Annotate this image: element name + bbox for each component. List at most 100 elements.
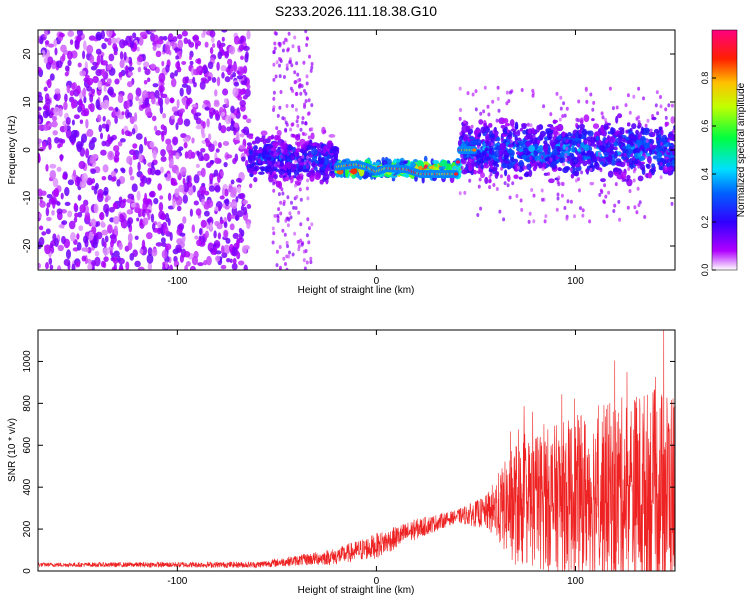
spectrogram-noise-point — [178, 184, 185, 193]
spectrogram-signal-point — [506, 174, 511, 183]
spectrogram-noise-point — [97, 188, 104, 199]
spectrogram-noise-point — [95, 182, 99, 190]
spectrogram-noise-point — [88, 140, 95, 151]
spectrogram-noise-point — [195, 66, 200, 76]
spectrogram-noise-point — [46, 78, 52, 89]
spectrogram-noise-point — [565, 139, 569, 144]
spectrogram-noise-point — [211, 76, 217, 83]
spectrogram-noise-point — [54, 47, 58, 56]
spectrogram-noise-point — [76, 30, 83, 37]
spectrogram-noise-point — [304, 91, 308, 96]
spectrogram-signal-point — [571, 146, 576, 152]
spectrogram-noise-point — [194, 235, 199, 240]
spectrogram-signal-point — [287, 144, 293, 151]
spectrogram-noise-point — [53, 39, 58, 47]
spectrogram-signal-point — [579, 123, 585, 130]
spectrogram-signal-point — [478, 152, 482, 158]
spectrogram-noise-point — [112, 215, 120, 225]
spectrogram-noise-point — [179, 87, 184, 97]
spectrogram-noise-point — [299, 197, 303, 202]
spectrogram-noise-point — [495, 187, 499, 191]
spectrogram-noise-point — [217, 142, 222, 149]
spectrogram-noise-point — [164, 44, 170, 55]
spectrogram-noise-point — [503, 181, 507, 186]
spectrogram-noise-point — [552, 130, 556, 135]
spectrogram-noise-point — [67, 30, 75, 37]
spectrogram-noise-point — [169, 72, 175, 79]
spectrogram-noise-point — [564, 158, 568, 163]
spectrogram-noise-point — [145, 232, 153, 240]
spectrogram-noise-point — [246, 221, 251, 230]
spectrogram-noise-point — [246, 84, 251, 90]
spectrogram-noise-point — [296, 181, 300, 186]
spectrogram-noise-point — [67, 50, 73, 61]
spectrogram-noise-point — [47, 56, 54, 65]
spectrogram-noise-point — [56, 265, 62, 270]
spectrogram-noise-point — [624, 103, 628, 108]
spectrogram-noise-point — [119, 39, 126, 49]
spectrogram-noise-point — [152, 149, 157, 160]
spectrogram-noise-point — [563, 113, 567, 118]
spectrogram-noise-point — [230, 179, 235, 185]
spectrogram-noise-point — [181, 96, 188, 104]
spectrogram-noise-point — [217, 205, 222, 212]
spectrogram-noise-point — [174, 69, 178, 77]
spectrogram-noise-point — [60, 44, 67, 53]
spectrogram-signal-point — [417, 160, 424, 168]
spectrogram-noise-point — [52, 130, 58, 136]
spectrogram-noise-point — [132, 143, 138, 149]
spectrogram-noise-point — [156, 39, 164, 45]
spectrogram-noise-point — [213, 100, 220, 108]
spectrogram-noise-point — [291, 44, 295, 49]
spectrogram-signal-point — [650, 168, 656, 176]
spectrogram-noise-point — [601, 157, 605, 162]
spectrogram-noise-point — [281, 228, 285, 233]
spectrogram-noise-point — [603, 200, 606, 205]
spectrogram-noise-point — [626, 93, 630, 98]
spectrogram-noise-point — [184, 264, 188, 270]
spectrogram-noise-point — [78, 160, 86, 170]
spectrogram-noise-point — [91, 178, 96, 184]
spectrogram-noise-point — [121, 111, 125, 116]
spectrogram-noise-point — [81, 172, 88, 183]
spectrogram-noise-point — [63, 101, 68, 111]
spectrogram-noise-point — [221, 187, 225, 198]
spectrogram-signal-point — [559, 157, 564, 164]
spectrogram-noise-point — [289, 179, 293, 184]
spectrogram-signal-point — [488, 130, 494, 138]
spectrogram-noise-point — [164, 96, 170, 105]
spectrogram-noise-point — [191, 256, 199, 266]
spectrogram-signal-point — [495, 171, 500, 177]
spectrogram-noise-point — [560, 193, 564, 198]
spectrogram-noise-point — [155, 130, 162, 136]
spectrogram-noise-point — [236, 131, 240, 140]
spectrogram-signal-point — [403, 173, 410, 178]
spectrogram-noise-point — [308, 226, 311, 231]
spectrogram-noise-point — [147, 262, 153, 270]
spectrogram-signal-point — [595, 135, 600, 141]
spectrogram-noise-point — [212, 140, 218, 147]
spectrogram-noise-point — [43, 244, 51, 249]
spectrogram-noise-point — [131, 183, 138, 193]
spectrogram-noise-point — [511, 181, 515, 186]
spectrogram-noise-point — [160, 237, 166, 244]
spectrogram-signal-point — [259, 166, 265, 170]
spectrogram-noise-point — [483, 85, 487, 90]
spectrogram-signal-point — [542, 144, 549, 152]
spectrogram-noise-point — [278, 43, 282, 48]
spectrogram-signal-point — [570, 173, 575, 179]
spectrogram-noise-point — [235, 177, 242, 183]
spectrogram-noise-point — [217, 232, 222, 240]
spectrogram-noise-point — [295, 61, 299, 66]
spectrogram-noise-point — [294, 183, 297, 188]
spectrogram-noise-point — [80, 110, 88, 117]
spectrogram-noise-point — [285, 267, 289, 270]
spectrogram-noise-point — [190, 266, 195, 270]
spectrogram-noise-point — [129, 149, 136, 156]
spectrogram-noise-point — [272, 90, 276, 95]
spectrogram-noise-point — [58, 108, 63, 118]
spectrogram-signal-point — [273, 173, 278, 180]
spectrogram-noise-point — [162, 225, 169, 235]
spectrogram-noise-point — [502, 217, 506, 222]
spectrogram-noise-point — [209, 248, 214, 253]
